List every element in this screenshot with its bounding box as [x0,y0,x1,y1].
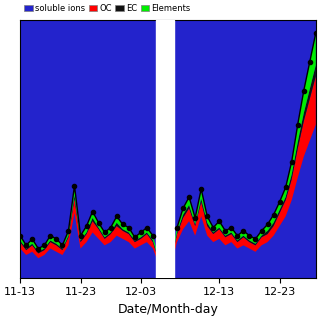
X-axis label: Date/Month-day: Date/Month-day [117,303,219,316]
Bar [156,20,174,277]
Legend: soluble ions, OC, EC, Elements: soluble ions, OC, EC, Elements [24,4,191,13]
